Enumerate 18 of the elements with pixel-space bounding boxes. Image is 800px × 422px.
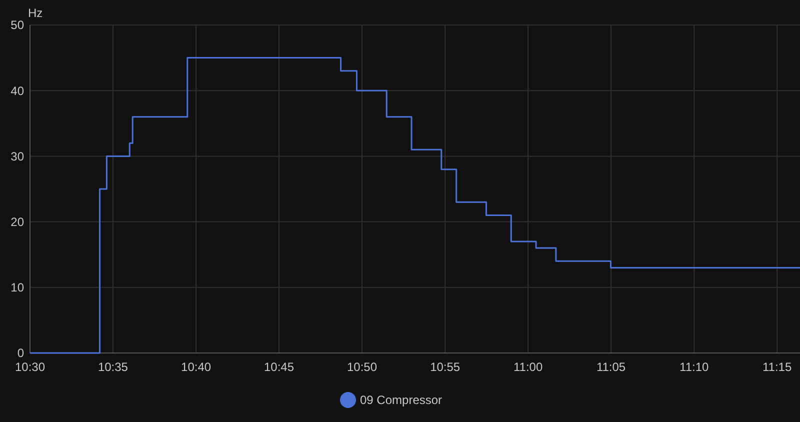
y-tick-label: 40 (10, 84, 24, 98)
y-tick-label: 50 (10, 18, 24, 32)
x-tick-label: 10:55 (430, 360, 460, 374)
x-tick-label: 10:50 (346, 360, 378, 374)
y-tick-label: 20 (10, 215, 24, 229)
y-tick-label: 0 (17, 346, 24, 360)
x-tick-label: 11:00 (513, 360, 543, 374)
y-axis-title: Hz (28, 6, 43, 20)
legend-label: 09 Compressor (360, 393, 442, 408)
x-tick-label: 10:30 (14, 360, 46, 374)
x-tick-label: 11:10 (680, 360, 710, 374)
x-tick-label: 10:40 (181, 360, 212, 374)
x-tick-label: 10:45 (264, 360, 294, 374)
y-tick-label: 10 (10, 280, 24, 295)
y-tick-label: 30 (10, 149, 24, 164)
x-tick-label: 11:15 (762, 360, 792, 374)
x-tick-label: 10:35 (98, 360, 128, 374)
x-tick-label: 11:05 (596, 360, 626, 374)
